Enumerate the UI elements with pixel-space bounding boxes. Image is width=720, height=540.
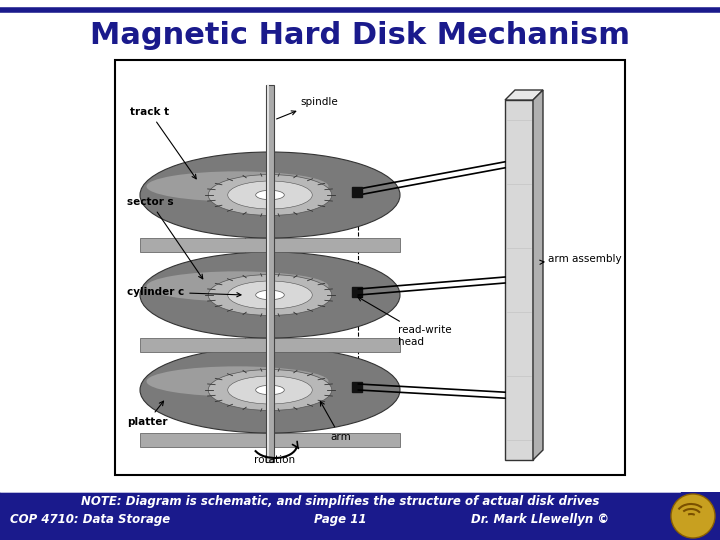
Ellipse shape [256,190,284,200]
Bar [266,85,274,462]
Ellipse shape [140,152,400,238]
Polygon shape [505,90,543,100]
Ellipse shape [140,347,400,433]
Ellipse shape [256,291,284,300]
Ellipse shape [208,174,332,215]
Bar [0,492,720,540]
Bar [352,187,362,197]
Polygon shape [140,238,400,252]
Text: track t: track t [130,107,197,179]
Ellipse shape [228,181,312,209]
Text: COP 4710: Data Storage: COP 4710: Data Storage [10,514,170,526]
Text: rotation: rotation [254,455,296,465]
Text: cylinder c: cylinder c [127,287,241,297]
Polygon shape [140,338,400,352]
Text: spindle: spindle [276,97,338,119]
Bar [352,287,362,297]
Ellipse shape [208,274,332,315]
Text: read-write
head: read-write head [358,297,452,347]
Text: NOTE: Diagram is schematic, and simplifies the structure of actual disk drives: NOTE: Diagram is schematic, and simplifi… [81,496,599,509]
Text: sector s: sector s [127,197,203,279]
Ellipse shape [146,271,328,301]
Ellipse shape [228,376,312,404]
Ellipse shape [256,385,284,395]
Ellipse shape [140,252,400,338]
Text: arm: arm [320,402,351,442]
Text: Page 11: Page 11 [314,514,366,526]
Text: arm assembly: arm assembly [540,254,621,264]
Bar [352,382,362,392]
Polygon shape [140,433,400,447]
Bar [505,100,533,460]
Ellipse shape [146,171,328,201]
Text: Dr. Mark Llewellyn ©: Dr. Mark Llewellyn © [471,514,609,526]
Ellipse shape [208,369,332,410]
Bar [267,85,269,462]
Text: Magnetic Hard Disk Mechanism: Magnetic Hard Disk Mechanism [90,21,630,50]
Ellipse shape [146,366,328,396]
Circle shape [671,494,715,538]
Polygon shape [533,90,543,460]
Ellipse shape [228,281,312,309]
Bar [115,60,625,475]
Text: platter: platter [127,401,168,427]
